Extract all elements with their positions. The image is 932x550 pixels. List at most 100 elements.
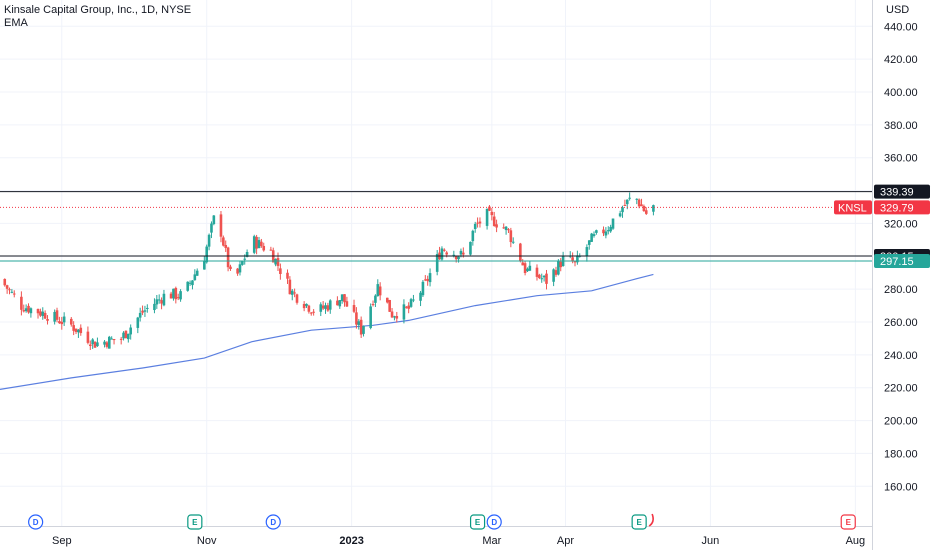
earnings-event-icon xyxy=(187,514,203,530)
candle-body xyxy=(53,311,56,322)
candle-body xyxy=(305,303,308,306)
candle-body xyxy=(58,321,61,324)
time-tick-label: 2023 xyxy=(339,535,363,547)
candle-body xyxy=(369,306,372,328)
candle-body xyxy=(119,338,123,340)
candle-body xyxy=(260,241,263,247)
candle-body xyxy=(288,279,292,295)
candle-body xyxy=(55,310,59,320)
candle-body xyxy=(519,243,522,262)
candle-body xyxy=(241,261,244,265)
candle-body xyxy=(229,266,232,269)
candle-body xyxy=(222,237,225,246)
candle-body xyxy=(245,252,249,257)
price-tick-label: 260.00 xyxy=(884,317,918,329)
candle-body xyxy=(122,332,125,339)
candle-body xyxy=(637,199,641,207)
candle-body xyxy=(210,223,213,233)
candle-body xyxy=(176,297,180,299)
candle-body xyxy=(169,293,173,299)
candle-body xyxy=(443,249,446,251)
time-tick-label: Mar xyxy=(482,535,501,547)
candle-body xyxy=(618,213,622,217)
candle-body xyxy=(22,310,26,312)
symbol-tag-text: KNSL xyxy=(838,202,867,214)
candle-body xyxy=(46,319,49,321)
candle-body xyxy=(393,316,396,318)
candle-body xyxy=(279,268,282,274)
candle-body xyxy=(485,208,489,226)
candle-body xyxy=(523,263,527,274)
candle-body xyxy=(540,278,544,280)
candle-body xyxy=(62,316,66,323)
candle-body xyxy=(345,301,349,307)
price-tag-text: 329.79 xyxy=(880,202,914,214)
candle-body xyxy=(521,262,525,266)
candle-body xyxy=(538,274,541,279)
earnings-event-icon xyxy=(469,514,486,530)
candle-body xyxy=(255,236,258,249)
candle-body xyxy=(454,256,458,260)
candle-body xyxy=(445,252,448,255)
candle-body xyxy=(319,304,323,312)
candle-body xyxy=(376,284,380,297)
split-flag-icon xyxy=(648,513,654,527)
price-tick-label: 280.00 xyxy=(884,284,918,296)
candle-body xyxy=(312,311,315,313)
candle-body xyxy=(262,245,266,251)
candle-body xyxy=(36,308,40,314)
candle-body xyxy=(554,270,558,275)
candle-body xyxy=(29,308,33,314)
candle-body xyxy=(652,205,655,212)
candle-body xyxy=(552,269,555,282)
chart-title: Kinsale Capital Group, Inc., 1D, NYSE xyxy=(4,4,192,16)
candle-body xyxy=(3,278,7,286)
candle-body xyxy=(276,258,280,266)
candle-body xyxy=(274,258,277,265)
candle-body xyxy=(20,296,23,310)
candle-body xyxy=(74,328,78,332)
candle-body xyxy=(492,216,496,226)
candle-body xyxy=(269,249,273,251)
candle-body xyxy=(404,306,408,308)
candle-body xyxy=(343,294,346,303)
candle-body xyxy=(642,205,646,212)
candle-body xyxy=(488,206,491,211)
price-tick-label: 360.00 xyxy=(884,153,918,165)
candle-body xyxy=(146,307,149,309)
candle-body xyxy=(412,299,415,301)
candle-body xyxy=(79,327,83,334)
candle-body xyxy=(295,294,299,303)
candle-body xyxy=(385,297,389,303)
event-label: E xyxy=(846,518,852,527)
candle-body xyxy=(457,256,460,260)
candle-body xyxy=(571,257,574,262)
candle-body xyxy=(326,305,330,311)
candle-body xyxy=(359,319,363,335)
candle-body xyxy=(105,342,109,347)
candle-body xyxy=(625,199,629,205)
candle-body xyxy=(24,308,28,312)
candle-body xyxy=(328,300,332,310)
event-label: D xyxy=(270,518,276,527)
price-tag-297.15 xyxy=(874,253,930,268)
candle-body xyxy=(302,303,306,309)
dividend-event-icon xyxy=(265,514,281,530)
candle-body xyxy=(86,331,90,343)
candle-body xyxy=(435,253,439,272)
candle-body xyxy=(124,330,128,339)
candle-body xyxy=(224,245,228,248)
candle-body xyxy=(507,229,510,231)
candle-body xyxy=(41,311,45,317)
candle-body xyxy=(542,275,546,278)
time-tick-label: Apr xyxy=(557,535,574,547)
candle-body xyxy=(172,288,175,299)
candle-body xyxy=(205,246,209,263)
event-label: D xyxy=(33,518,39,527)
candle-body xyxy=(419,292,422,301)
candle-body xyxy=(186,281,190,291)
candle-body xyxy=(609,226,612,232)
candle-body xyxy=(573,261,577,263)
candle-body xyxy=(243,258,247,260)
